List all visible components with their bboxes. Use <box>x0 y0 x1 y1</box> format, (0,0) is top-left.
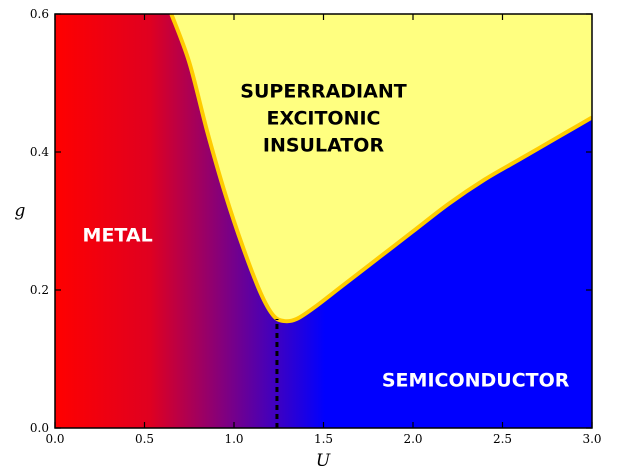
x-axis-label: U <box>316 451 331 471</box>
region-label-metal: METAL <box>83 225 153 247</box>
region-label-insulator: SUPERRADIANT EXCITONIC INSULATOR <box>240 80 406 156</box>
y-tick-label: 0.0 <box>30 421 49 435</box>
x-tick-label: 0.0 <box>45 432 64 446</box>
x-tick-label: 1.0 <box>224 432 243 446</box>
phase-boundary-line <box>169 14 592 324</box>
x-tick-label: 2.5 <box>493 432 512 446</box>
region-label-line: EXCITONIC <box>267 107 381 129</box>
region-label-line: SUPERRADIANT <box>240 80 406 102</box>
y-tick-label: 0.6 <box>30 7 49 21</box>
region-label-semiconductor: SEMICONDUCTOR <box>382 370 570 392</box>
x-tick-label: 3.0 <box>582 432 601 446</box>
x-tick-label: 0.5 <box>135 432 154 446</box>
x-tick-label: 1.5 <box>314 432 333 446</box>
x-tick-label: 2.0 <box>403 432 422 446</box>
superradiant-excitonic-insulator-region <box>171 14 592 322</box>
y-tick-label: 0.4 <box>30 145 49 159</box>
region-label-line: INSULATOR <box>263 134 385 156</box>
y-axis-label: g <box>15 201 26 221</box>
y-tick-label: 0.2 <box>30 283 49 297</box>
